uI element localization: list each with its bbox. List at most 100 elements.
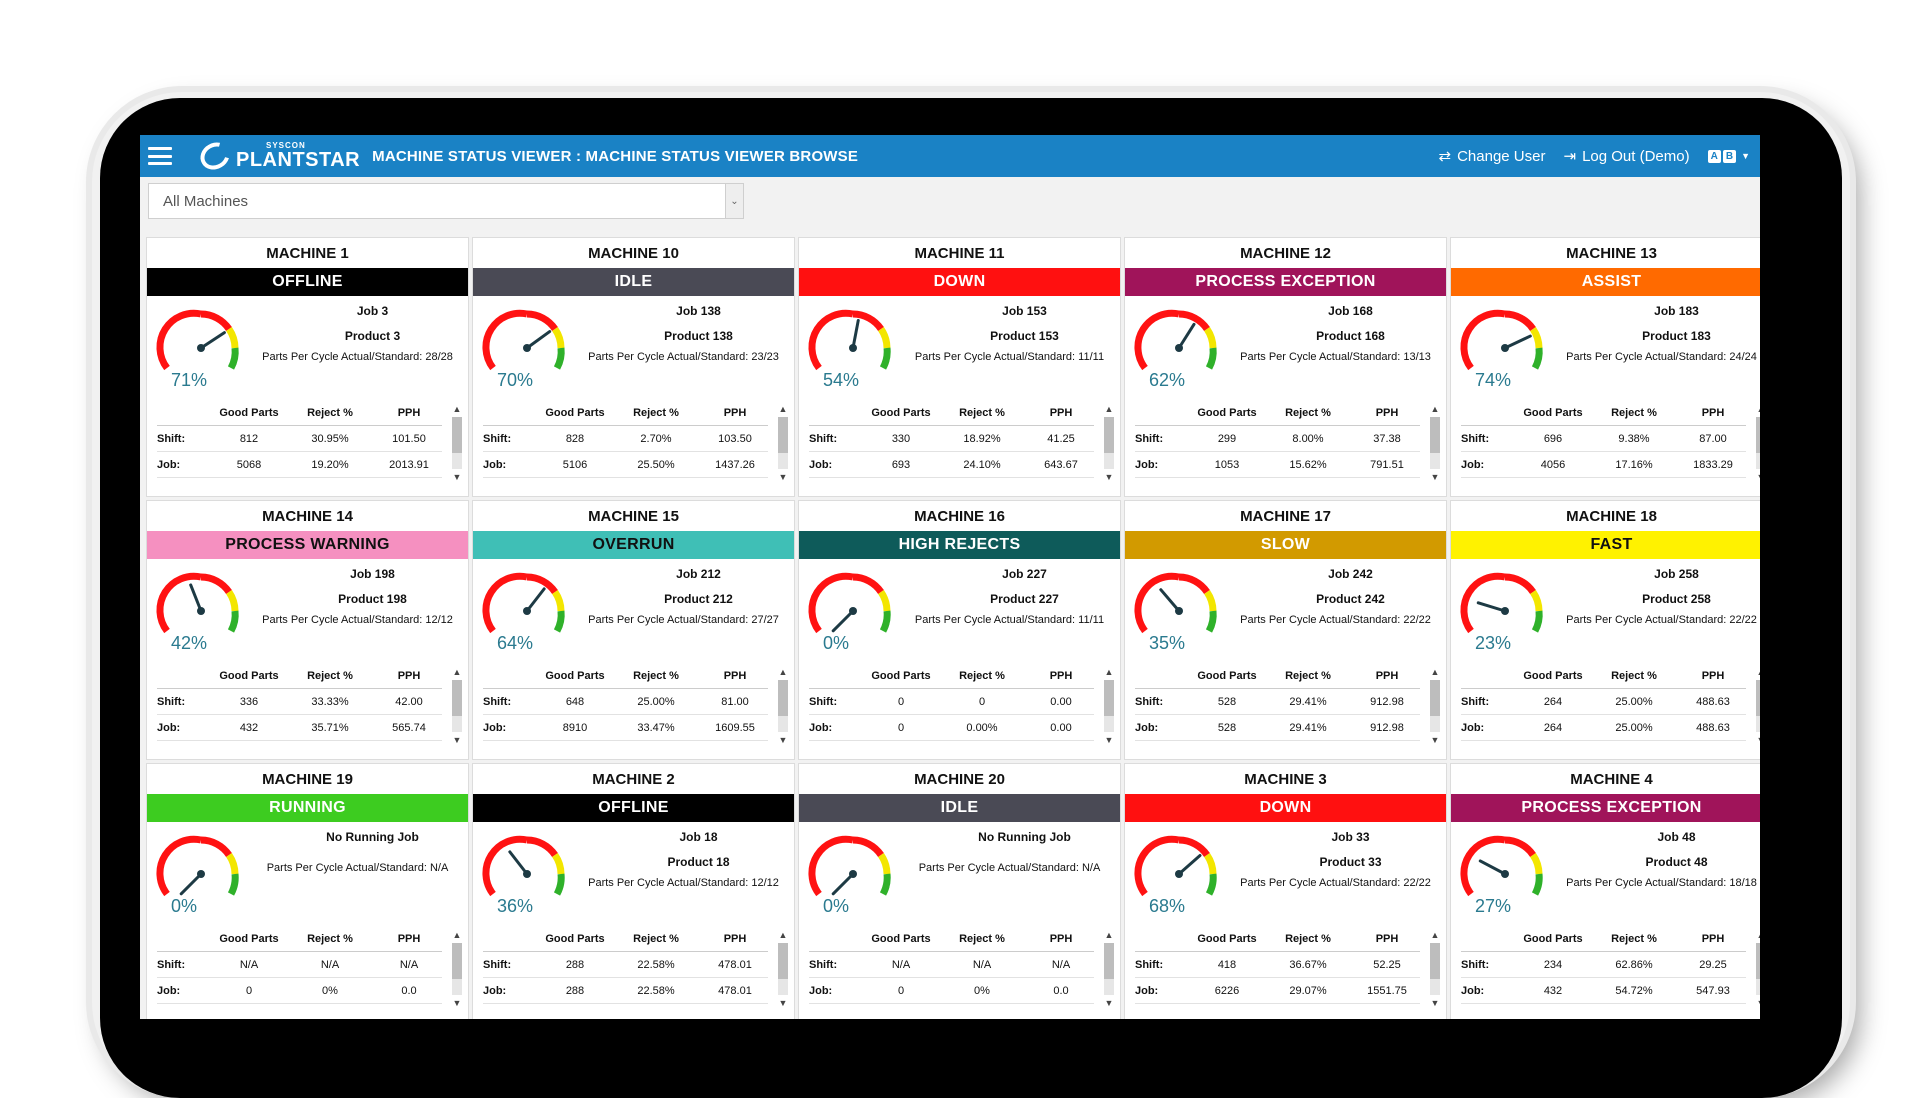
scroll-down-icon[interactable]: ▼: [778, 998, 788, 1008]
stats-scrollbar[interactable]: ▲ ▼: [1102, 928, 1116, 1012]
scroll-thumb[interactable]: [1430, 680, 1440, 716]
machine-card[interactable]: MACHINE 17 SLOW 35% Job 242 Product 242 …: [1124, 500, 1447, 760]
stats-scrollbar[interactable]: ▲ ▼: [1754, 402, 1760, 486]
stats-scrollbar[interactable]: ▲ ▼: [1102, 402, 1116, 486]
scroll-down-icon[interactable]: ▼: [1430, 472, 1440, 482]
machine-card[interactable]: MACHINE 13 ASSIST 74% Job 183 Product 18…: [1450, 237, 1760, 497]
machine-card[interactable]: MACHINE 10 IDLE 70% Job 138 Product 138 …: [472, 237, 795, 497]
scroll-track[interactable]: [452, 943, 462, 995]
stats-scrollbar[interactable]: ▲ ▼: [1428, 665, 1442, 749]
scroll-down-icon[interactable]: ▼: [1430, 998, 1440, 1008]
scroll-down-icon[interactable]: ▼: [1104, 735, 1114, 745]
scroll-down-icon[interactable]: ▼: [452, 735, 462, 745]
scroll-track[interactable]: [1104, 417, 1114, 469]
scroll-up-icon[interactable]: ▲: [1104, 930, 1114, 940]
machine-filter-select[interactable]: All Machines ⌄: [148, 183, 744, 219]
machine-card[interactable]: MACHINE 11 DOWN 54% Job 153 Product 153 …: [798, 237, 1121, 497]
scroll-down-icon[interactable]: ▼: [1104, 998, 1114, 1008]
stats-scrollbar[interactable]: ▲ ▼: [450, 928, 464, 1012]
scroll-up-icon[interactable]: ▲: [778, 404, 788, 414]
scroll-down-icon[interactable]: ▼: [1104, 472, 1114, 482]
scroll-up-icon[interactable]: ▲: [1754, 402, 1760, 416]
scroll-track[interactable]: [452, 680, 462, 732]
scroll-track[interactable]: [1756, 680, 1760, 732]
scroll-track[interactable]: [1430, 680, 1440, 732]
scroll-up-icon[interactable]: ▲: [452, 930, 462, 940]
scroll-thumb[interactable]: [1430, 417, 1440, 453]
scroll-thumb[interactable]: [452, 417, 462, 453]
scroll-up-icon[interactable]: ▲: [778, 667, 788, 677]
scroll-down-icon[interactable]: ▼: [778, 472, 788, 482]
scroll-track[interactable]: [1430, 943, 1440, 995]
scroll-track[interactable]: [452, 417, 462, 469]
machine-card[interactable]: MACHINE 20 IDLE 0% No Running Job Parts …: [798, 763, 1121, 1019]
scroll-track[interactable]: [778, 417, 788, 469]
stats-scrollbar[interactable]: ▲ ▼: [1102, 665, 1116, 749]
scroll-down-icon[interactable]: ▼: [452, 998, 462, 1008]
language-selector[interactable]: A B ▼: [1707, 149, 1750, 163]
scroll-track[interactable]: [1756, 943, 1760, 995]
scroll-down-icon[interactable]: ▼: [1754, 996, 1760, 1010]
scroll-thumb[interactable]: [1756, 943, 1760, 979]
status-banner: OVERRUN: [473, 531, 794, 559]
stats-scrollbar[interactable]: ▲ ▼: [776, 665, 790, 749]
machine-name: MACHINE 19: [262, 770, 353, 788]
scroll-down-icon[interactable]: ▼: [1754, 733, 1760, 747]
log-out-button[interactable]: ⇥ Log Out (Demo): [1563, 147, 1689, 166]
scroll-up-icon[interactable]: ▲: [1430, 404, 1440, 414]
change-user-button[interactable]: ⇄ Change User: [1439, 147, 1546, 166]
scroll-thumb[interactable]: [1104, 943, 1114, 979]
scroll-up-icon[interactable]: ▲: [1754, 928, 1760, 942]
scroll-thumb[interactable]: [1756, 417, 1760, 453]
stats-scrollbar[interactable]: ▲ ▼: [450, 665, 464, 749]
machine-card[interactable]: MACHINE 18 FAST 23% Job 258 Product 258 …: [1450, 500, 1760, 760]
menu-icon[interactable]: [148, 147, 172, 165]
machine-card[interactable]: MACHINE 16 HIGH REJECTS 0% Job 227 Produ…: [798, 500, 1121, 760]
scroll-up-icon[interactable]: ▲: [1430, 667, 1440, 677]
scroll-thumb[interactable]: [1430, 943, 1440, 979]
scroll-up-icon[interactable]: ▲: [1754, 665, 1760, 679]
scroll-thumb[interactable]: [1104, 417, 1114, 453]
machine-card[interactable]: MACHINE 14 PROCESS WARNING 42% Job 198 P…: [146, 500, 469, 760]
scroll-thumb[interactable]: [778, 680, 788, 716]
machine-card[interactable]: MACHINE 4 PROCESS EXCEPTION 27% Job 48 P…: [1450, 763, 1760, 1019]
scroll-up-icon[interactable]: ▲: [778, 930, 788, 940]
scroll-down-icon[interactable]: ▼: [1430, 735, 1440, 745]
reject-header: Reject %: [1285, 932, 1331, 945]
scroll-thumb[interactable]: [778, 943, 788, 979]
scroll-up-icon[interactable]: ▲: [452, 667, 462, 677]
stats-scrollbar[interactable]: ▲ ▼: [776, 402, 790, 486]
stats-scrollbar[interactable]: ▲ ▼: [1428, 402, 1442, 486]
machine-card[interactable]: MACHINE 1 OFFLINE 71% Job 3 Product 3 Pa…: [146, 237, 469, 497]
scroll-down-icon[interactable]: ▼: [1754, 470, 1760, 484]
scroll-thumb[interactable]: [452, 943, 462, 979]
scroll-down-icon[interactable]: ▼: [452, 472, 462, 482]
scroll-thumb[interactable]: [452, 680, 462, 716]
scroll-thumb[interactable]: [1104, 680, 1114, 716]
scroll-up-icon[interactable]: ▲: [1104, 667, 1114, 677]
scroll-up-icon[interactable]: ▲: [452, 404, 462, 414]
scroll-track[interactable]: [1430, 417, 1440, 469]
scroll-up-icon[interactable]: ▲: [1430, 930, 1440, 940]
stats-scrollbar[interactable]: ▲ ▼: [450, 402, 464, 486]
scroll-thumb[interactable]: [778, 417, 788, 453]
scroll-track[interactable]: [778, 943, 788, 995]
stats-scrollbar[interactable]: ▲ ▼: [776, 928, 790, 1012]
stats-scrollbar[interactable]: ▲ ▼: [1754, 928, 1760, 1012]
machine-card[interactable]: MACHINE 19 RUNNING 0% No Running Job Par…: [146, 763, 469, 1019]
machine-card[interactable]: MACHINE 3 DOWN 68% Job 33 Product 33 Par…: [1124, 763, 1447, 1019]
scroll-down-icon[interactable]: ▼: [778, 735, 788, 745]
stats-scrollbar[interactable]: ▲ ▼: [1428, 928, 1442, 1012]
machine-card[interactable]: MACHINE 15 OVERRUN 64% Job 212 Product 2…: [472, 500, 795, 760]
chevron-down-icon[interactable]: ⌄: [725, 184, 743, 218]
scroll-track[interactable]: [778, 680, 788, 732]
machine-card[interactable]: MACHINE 12 PROCESS EXCEPTION 62% Job 168…: [1124, 237, 1447, 497]
machine-card[interactable]: MACHINE 2 OFFLINE 36% Job 18 Product 18 …: [472, 763, 795, 1019]
scroll-track[interactable]: [1756, 417, 1760, 469]
stats-scrollbar[interactable]: ▲ ▼: [1754, 665, 1760, 749]
scroll-thumb[interactable]: [1756, 680, 1760, 716]
scroll-up-icon[interactable]: ▲: [1104, 404, 1114, 414]
scroll-track[interactable]: [1104, 943, 1114, 995]
pph-header: PPH: [1375, 406, 1399, 419]
scroll-track[interactable]: [1104, 680, 1114, 732]
